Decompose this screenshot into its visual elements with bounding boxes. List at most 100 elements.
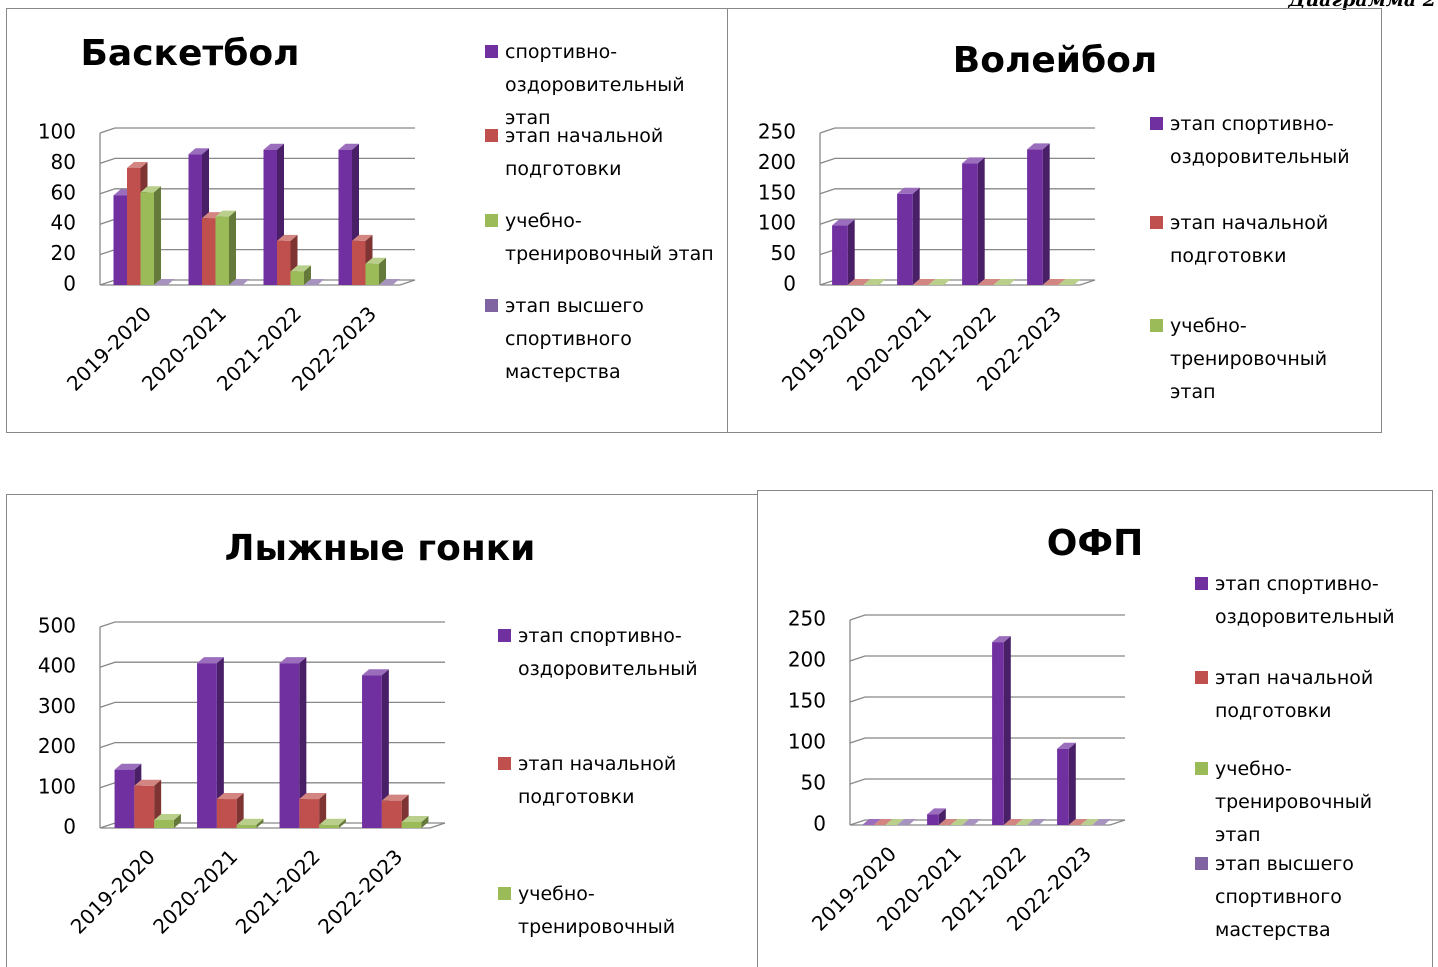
bar-group xyxy=(938,819,958,825)
legend-item: этап спортивно-оздоровительный xyxy=(498,620,738,686)
bar-group xyxy=(962,157,985,285)
bar-group xyxy=(362,669,389,828)
y-tick-label: 100 xyxy=(788,730,826,754)
legend-swatch xyxy=(1150,319,1163,332)
bar-top xyxy=(197,657,224,664)
legend-item: учебно-тренировочный этап xyxy=(1150,310,1375,409)
bar-group xyxy=(1027,819,1046,825)
bar-group xyxy=(928,279,951,285)
chart-title: ОФП xyxy=(1047,523,1143,564)
grid-line xyxy=(819,218,1095,225)
grid-line xyxy=(819,188,1095,195)
grid-line xyxy=(99,621,445,628)
legend-label: учебно-тренировочный этап xyxy=(1170,315,1328,403)
bar-top xyxy=(114,763,142,770)
legend-swatch xyxy=(1195,857,1208,870)
legend-swatch xyxy=(1150,117,1163,130)
legend-swatch xyxy=(1195,671,1208,684)
bar xyxy=(114,769,135,828)
grid-line xyxy=(99,661,445,668)
y-tick-label: 250 xyxy=(758,120,796,144)
bar-top xyxy=(962,157,985,164)
bar-top xyxy=(299,793,327,800)
bar-top xyxy=(379,279,400,285)
bar-top xyxy=(1003,819,1023,825)
chart-title: Баскетбол xyxy=(80,33,299,74)
bar xyxy=(127,167,141,285)
bar-top xyxy=(154,813,181,820)
bar xyxy=(362,675,382,828)
y-tick-label: 250 xyxy=(788,607,826,631)
bar-group xyxy=(977,279,1001,285)
y-tick-label: 0 xyxy=(63,815,76,839)
bar-top xyxy=(401,815,429,822)
y-tick-label: 80 xyxy=(51,150,76,174)
bar-group xyxy=(1042,279,1066,285)
bar-top xyxy=(885,819,905,825)
bar-side xyxy=(381,669,389,828)
bar-top xyxy=(1080,819,1100,825)
bar xyxy=(992,642,1004,825)
y-tick-label: 100 xyxy=(38,120,76,144)
legend-item: этап начальной подготовки xyxy=(1195,662,1420,728)
grid-line xyxy=(99,157,415,165)
bar-side xyxy=(173,813,181,828)
grid-line xyxy=(99,741,445,749)
bar-top xyxy=(277,234,298,241)
bar-top xyxy=(216,793,244,800)
legend-item: этап спортивно-оздоровительный xyxy=(1195,568,1420,634)
bar-side xyxy=(229,210,236,285)
bar-group xyxy=(1058,279,1081,285)
bar-group xyxy=(992,636,1011,825)
bar-top xyxy=(279,657,307,664)
bar-side xyxy=(1003,636,1011,825)
bar-top xyxy=(1058,279,1081,285)
bar-top xyxy=(215,210,236,217)
bar-top xyxy=(140,186,161,193)
legend-item: этап высшего спортивного мастерства xyxy=(1195,848,1420,947)
bar-group xyxy=(304,279,325,285)
bar-top xyxy=(202,212,223,219)
legend-label: учебно-тренировочный этап xyxy=(505,210,714,265)
bar xyxy=(365,263,379,285)
bar-group xyxy=(290,265,311,285)
legend-label: этап начальной подготовки xyxy=(1170,212,1329,267)
bar-group xyxy=(873,819,893,825)
bar xyxy=(188,154,202,285)
bar-group xyxy=(215,210,236,285)
legend-swatch xyxy=(498,629,511,642)
bar-side xyxy=(216,657,224,828)
bar-top xyxy=(352,234,373,241)
bar-side xyxy=(977,157,985,285)
legend-swatch xyxy=(1195,577,1208,590)
bar xyxy=(197,663,217,828)
bar-group xyxy=(950,819,970,825)
bar-group xyxy=(927,808,946,825)
bar-side xyxy=(1068,742,1076,825)
y-tick-label: 200 xyxy=(788,648,826,672)
grid-line xyxy=(99,701,445,709)
legend-swatch xyxy=(485,129,498,142)
bar-top xyxy=(912,279,936,285)
x-tick-label: 2020-2021 xyxy=(148,845,242,939)
bar xyxy=(279,663,300,828)
bar-group xyxy=(365,257,386,285)
legend-item: этап начальной подготовки xyxy=(1150,207,1375,273)
bar-top xyxy=(1015,819,1035,825)
bar-group xyxy=(229,279,250,285)
bar-top xyxy=(263,143,284,150)
bar-top xyxy=(304,279,325,285)
legend-swatch xyxy=(485,299,498,312)
bar-top xyxy=(962,819,981,825)
bar-group xyxy=(847,279,871,285)
bar xyxy=(140,192,154,285)
bar-top xyxy=(229,279,250,285)
bar-group xyxy=(1015,819,1035,825)
bar-group xyxy=(1027,143,1050,285)
bar-top xyxy=(1068,819,1088,825)
bar-group xyxy=(832,219,855,285)
bar-group xyxy=(263,143,284,285)
bar-side xyxy=(338,818,346,828)
bar-top xyxy=(365,257,386,264)
